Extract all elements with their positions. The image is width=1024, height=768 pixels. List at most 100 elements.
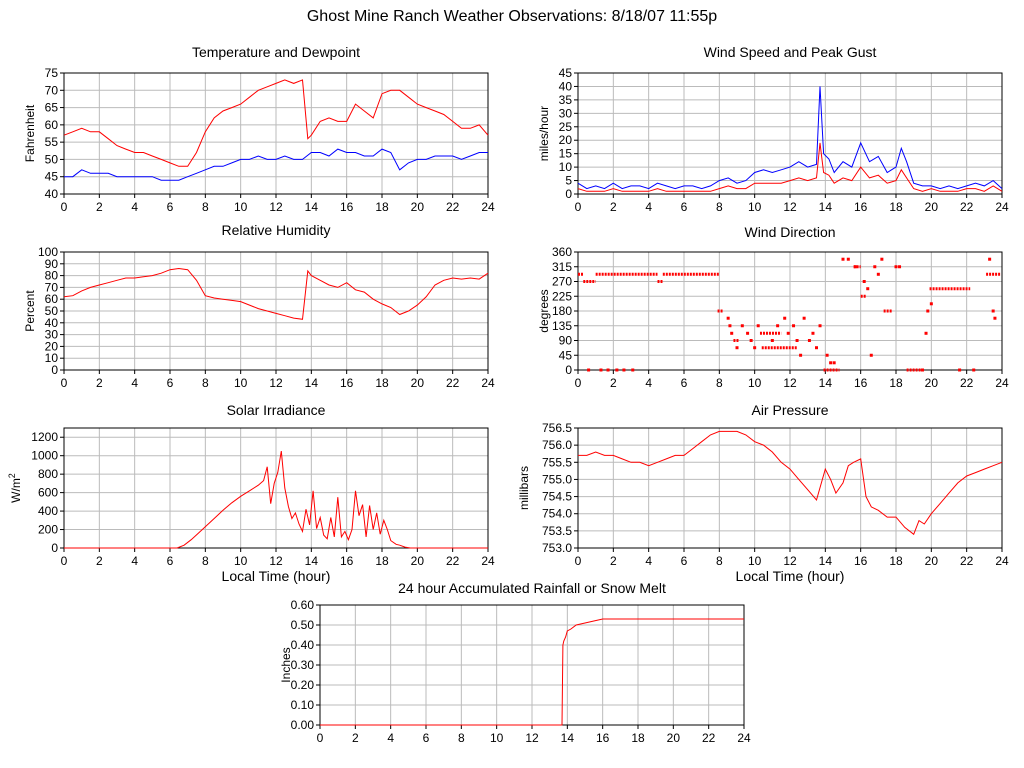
- rain-x-tick-label: 24: [737, 731, 751, 745]
- pressure-chart: 0 2 4 6 8 10 12 14 16 18 20 22 24753.0753.5754.0754.…: [517, 421, 1009, 568]
- wind-chart-title: Wind Speed and Peak Gust: [703, 44, 877, 60]
- wdir-point: [631, 368, 635, 372]
- wdir-point: [728, 324, 732, 328]
- wdir-point: [876, 272, 880, 276]
- wind-y-tick-label: 20: [559, 133, 573, 147]
- solar-y-tick-label: 400: [38, 504, 58, 518]
- rh-x-tick-label: 10: [234, 376, 248, 390]
- rain-y-tick-label: 0.40: [291, 638, 315, 652]
- rh-y-tick-label: 10: [45, 351, 59, 365]
- wind-x-tick-label: 0: [575, 200, 582, 214]
- rh-y-axis-label: Percent: [23, 290, 37, 332]
- wdir-point: [880, 257, 884, 261]
- wdir-y-tick-label: 0: [565, 363, 572, 377]
- pressure-y-tick-label: 756.5: [542, 421, 572, 435]
- rh-y-tick-label: 30: [45, 328, 59, 342]
- wdir-point: [841, 257, 845, 261]
- wdir-point: [735, 346, 739, 350]
- wdir-x-tick-label: 24: [995, 376, 1009, 390]
- wind-x-tick-label: 20: [925, 200, 939, 214]
- temp-y-tick-label: 50: [45, 152, 59, 166]
- wdir-point: [802, 316, 806, 320]
- temp-x-tick-label: 2: [96, 200, 103, 214]
- wdir-point: [815, 346, 818, 350]
- wdir-y-tick-label: 315: [552, 260, 572, 274]
- solar-x-tick-label: 14: [305, 554, 319, 568]
- solar-x-tick-label: 18: [375, 554, 389, 568]
- rh-x-tick-label: 0: [61, 376, 68, 390]
- pressure-chart-title: Air Pressure: [751, 402, 829, 418]
- wind-x-tick-label: 24: [995, 200, 1009, 214]
- rain-x-tick-label: 12: [525, 731, 539, 745]
- wdir-point: [829, 361, 833, 365]
- rain-x-tick-label: 2: [352, 731, 359, 745]
- pressure-x-tick-label: 10: [748, 554, 762, 568]
- temp-x-tick-label: 10: [234, 200, 248, 214]
- rh-y-tick-label: 70: [45, 280, 59, 294]
- wdir-y-axis-label: degrees: [537, 289, 551, 332]
- wdir-point: [783, 316, 787, 320]
- rain-x-tick-label: 4: [387, 731, 394, 745]
- wdir-point: [958, 368, 962, 372]
- rh-y-tick-label: 40: [45, 316, 59, 330]
- wdir-point: [606, 368, 610, 372]
- wdir-y-tick-label: 225: [552, 289, 572, 303]
- wdir-x-tick-label: 10: [748, 376, 762, 390]
- wdir-point: [926, 309, 930, 313]
- solar-x-tick-label: 8: [202, 554, 209, 568]
- temp-y-tick-label: 65: [45, 101, 59, 115]
- rain-x-tick-label: 0: [317, 731, 324, 745]
- wdir-point: [873, 265, 877, 269]
- wdir-y-tick-label: 360: [552, 245, 572, 259]
- rain-y-tick-label: 0.00: [291, 718, 315, 732]
- wdir-x-tick-label: 6: [681, 376, 688, 390]
- wind-x-tick-label: 12: [783, 200, 797, 214]
- wdir-y-tick-label: 180: [552, 304, 572, 318]
- wdir-point: [807, 339, 811, 342]
- rain-y-axis-label: Inches: [279, 647, 293, 682]
- temp-series-0-line: [63, 79, 489, 167]
- pressure-x-tick-label: 22: [960, 554, 974, 568]
- wind-x-tick-label: 22: [960, 200, 974, 214]
- pressure-y-axis-label: millibars: [517, 466, 531, 510]
- rh-y-tick-label: 60: [45, 292, 59, 306]
- wdir-point: [818, 324, 822, 328]
- wdir-point: [726, 316, 730, 320]
- wdir-x-tick-label: 22: [960, 376, 974, 390]
- solar-x-tick-label: 24: [481, 554, 495, 568]
- wdir-point: [924, 331, 928, 335]
- rh-x-tick-label: 12: [269, 376, 283, 390]
- rh-x-tick-label: 20: [411, 376, 425, 390]
- wdir-point: [869, 353, 873, 357]
- temp-x-tick-label: 8: [202, 200, 209, 214]
- wdir-point: [622, 368, 626, 372]
- temp-y-tick-label: 75: [45, 66, 59, 80]
- wind-x-tick-label: 4: [645, 200, 652, 214]
- wdir-point: [799, 353, 803, 357]
- temp-x-tick-label: 20: [411, 200, 425, 214]
- rain-x-tick-label: 6: [423, 731, 430, 745]
- rain-chart: 0 2 4 6 8 10 12 14 16 18 20 22 240.000.100.200.300.4…: [279, 598, 751, 745]
- solar-x-tick-label: 6: [167, 554, 174, 568]
- pressure-y-tick-label: 753.5: [542, 524, 572, 538]
- rain-x-tick-label: 22: [702, 731, 716, 745]
- temp-x-tick-label: 22: [446, 200, 460, 214]
- rain-x-tick-label: 18: [631, 731, 645, 745]
- pressure-x-tick-label: 4: [645, 554, 652, 568]
- solar-y-axis-label: W/m2: [7, 473, 23, 503]
- rh-plot-frame: [63, 251, 489, 371]
- wdir-point: [599, 368, 603, 372]
- pressure-y-tick-label: 754.5: [542, 490, 572, 504]
- solar-x-axis-label: Local Time (hour): [221, 568, 331, 584]
- solar-x-tick-label: 22: [446, 554, 460, 568]
- solar-x-tick-label: 0: [61, 554, 68, 568]
- wdir-y-tick-label: 270: [552, 275, 572, 289]
- solar-x-tick-label: 20: [411, 554, 425, 568]
- solar-y-tick-label: 0: [51, 541, 58, 555]
- temp-y-tick-label: 55: [45, 135, 59, 149]
- temp-x-tick-label: 18: [375, 200, 389, 214]
- wdir-point: [786, 331, 790, 335]
- pressure-plot-frame: [577, 427, 1003, 549]
- wdir-y-tick-label: 90: [559, 334, 573, 348]
- wdir-x-tick-label: 4: [645, 376, 652, 390]
